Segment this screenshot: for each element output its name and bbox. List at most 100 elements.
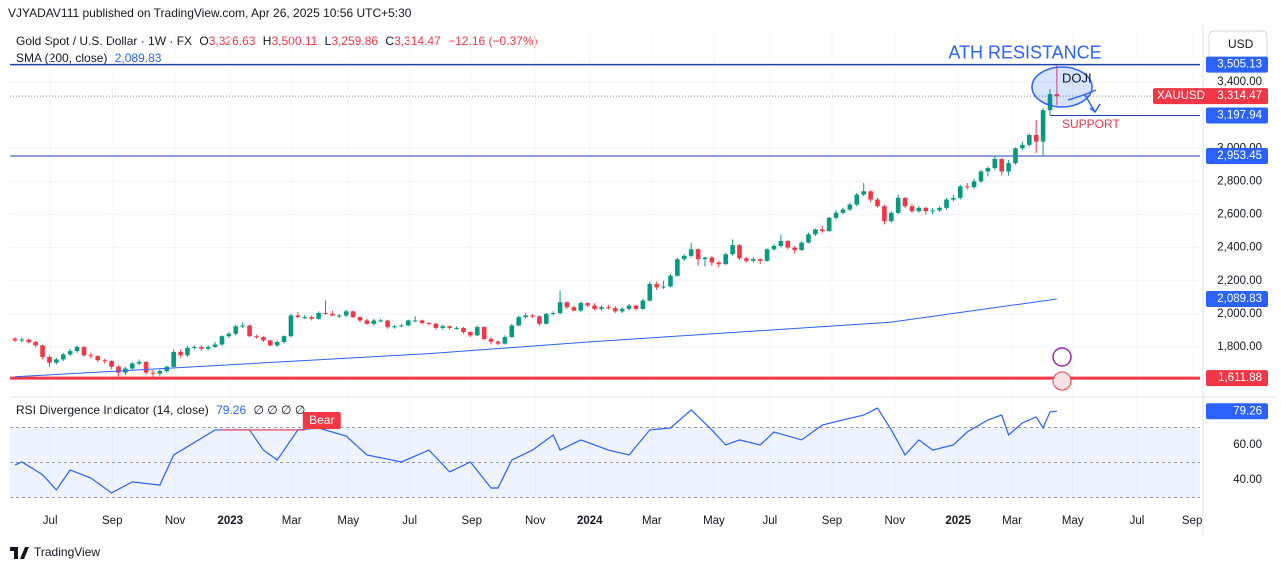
candle-body <box>150 372 156 374</box>
candle-body <box>923 207 929 212</box>
y-tick-label: 1,800.00 <box>1217 341 1262 353</box>
candle-body <box>426 322 432 324</box>
candle-body <box>295 315 301 318</box>
candle-body <box>543 313 549 324</box>
candle-body <box>957 186 963 198</box>
candle-body <box>792 247 797 251</box>
x-tick-label: Jul <box>402 515 417 527</box>
level-label: 3,197.94 <box>1217 109 1262 121</box>
candle-body <box>212 344 218 347</box>
candle-body <box>702 257 708 260</box>
level-label-box <box>1206 56 1268 73</box>
candle-body <box>516 317 521 326</box>
candle-body <box>668 275 673 287</box>
candle-body <box>675 259 680 276</box>
candle-body <box>405 320 411 326</box>
candle-body <box>578 303 584 311</box>
candle-body <box>771 245 777 250</box>
event-icon <box>1052 347 1072 367</box>
candle-body <box>550 313 556 315</box>
candle-body <box>136 361 142 364</box>
support-annotation: SUPPORT <box>1062 117 1120 131</box>
level-label: 3,505.13 <box>1217 59 1262 71</box>
x-tick-label: 2025 <box>945 515 971 527</box>
sma-label-box <box>1206 290 1268 307</box>
x-tick-label: Jul <box>762 515 777 527</box>
candle-body <box>447 326 452 328</box>
x-tick-label: Sep <box>102 515 122 527</box>
x-tick-label: Sep <box>462 515 482 527</box>
candle-body <box>157 370 163 374</box>
candle-body <box>316 313 321 319</box>
candle-body <box>274 342 280 346</box>
sma-value: 2,089.83 <box>115 51 162 65</box>
y-tick-label: 2,000.00 <box>1217 308 1262 320</box>
x-tick-label: Nov <box>885 515 906 527</box>
tradingview-logo <box>10 547 29 559</box>
candle-body <box>88 355 94 357</box>
candle-body <box>509 325 515 338</box>
candle-body <box>633 305 639 309</box>
x-tick-label: Mar <box>282 515 302 527</box>
candle-body <box>737 245 742 259</box>
open: 3,326.63 <box>209 34 256 48</box>
candle-body <box>495 341 501 344</box>
candle-body <box>530 315 535 317</box>
candle-body <box>951 197 956 200</box>
candle-body <box>198 346 204 349</box>
candle-body <box>440 326 446 328</box>
candle-body <box>399 325 404 327</box>
candle-body <box>205 346 211 349</box>
candle-body <box>716 262 722 265</box>
candle-body <box>357 317 363 321</box>
candle-body <box>164 366 170 371</box>
candle-body <box>281 336 287 343</box>
candle-body <box>330 313 335 316</box>
y-tick-label: 2,600.00 <box>1217 209 1262 221</box>
candle-body <box>1047 94 1053 111</box>
close-key: C <box>385 34 394 48</box>
divergence-label: Bear <box>309 413 334 427</box>
rsi-tick-label: 40.00 <box>1233 474 1262 486</box>
candle-body <box>102 360 107 362</box>
candle-body <box>116 366 121 373</box>
y-tick-label: 2,800.00 <box>1217 175 1262 187</box>
candle-body <box>433 323 439 328</box>
candle-body <box>226 333 232 337</box>
candle-body <box>799 242 804 251</box>
x-tick-label: Nov <box>525 515 546 527</box>
x-tick-label: Sep <box>822 515 842 527</box>
candle-body <box>261 337 266 341</box>
candle-body <box>1026 134 1032 145</box>
candle-body <box>481 327 487 340</box>
candle-body <box>868 191 873 200</box>
high-key: H <box>263 34 272 48</box>
candle-body <box>461 327 466 333</box>
candle-body <box>129 363 135 369</box>
candle-body <box>81 346 87 356</box>
candle-body <box>336 315 342 317</box>
footer: TradingView <box>34 545 100 559</box>
candle-body <box>1040 110 1046 142</box>
doji-annotation: DOJI <box>1062 70 1092 85</box>
candle-body <box>233 326 239 334</box>
low: 3,259.86 <box>331 34 378 48</box>
candle-body <box>585 303 590 306</box>
candle-body <box>185 347 190 356</box>
high: 3,500.11 <box>271 34 317 48</box>
candle-body <box>267 340 273 346</box>
candle-body <box>192 346 197 348</box>
candle-body <box>619 308 625 312</box>
divergence-box <box>302 412 341 429</box>
candle-body <box>254 336 259 338</box>
sma-name: SMA (200, close) <box>16 51 107 65</box>
candle-body <box>240 325 245 327</box>
candle-body <box>999 159 1004 172</box>
candle-body <box>54 359 59 363</box>
x-tick-label: 2024 <box>577 515 603 527</box>
candle-body <box>985 168 991 172</box>
x-tick-label: Jul <box>1130 515 1145 527</box>
candle-body <box>750 259 756 261</box>
candle-body <box>971 181 977 188</box>
